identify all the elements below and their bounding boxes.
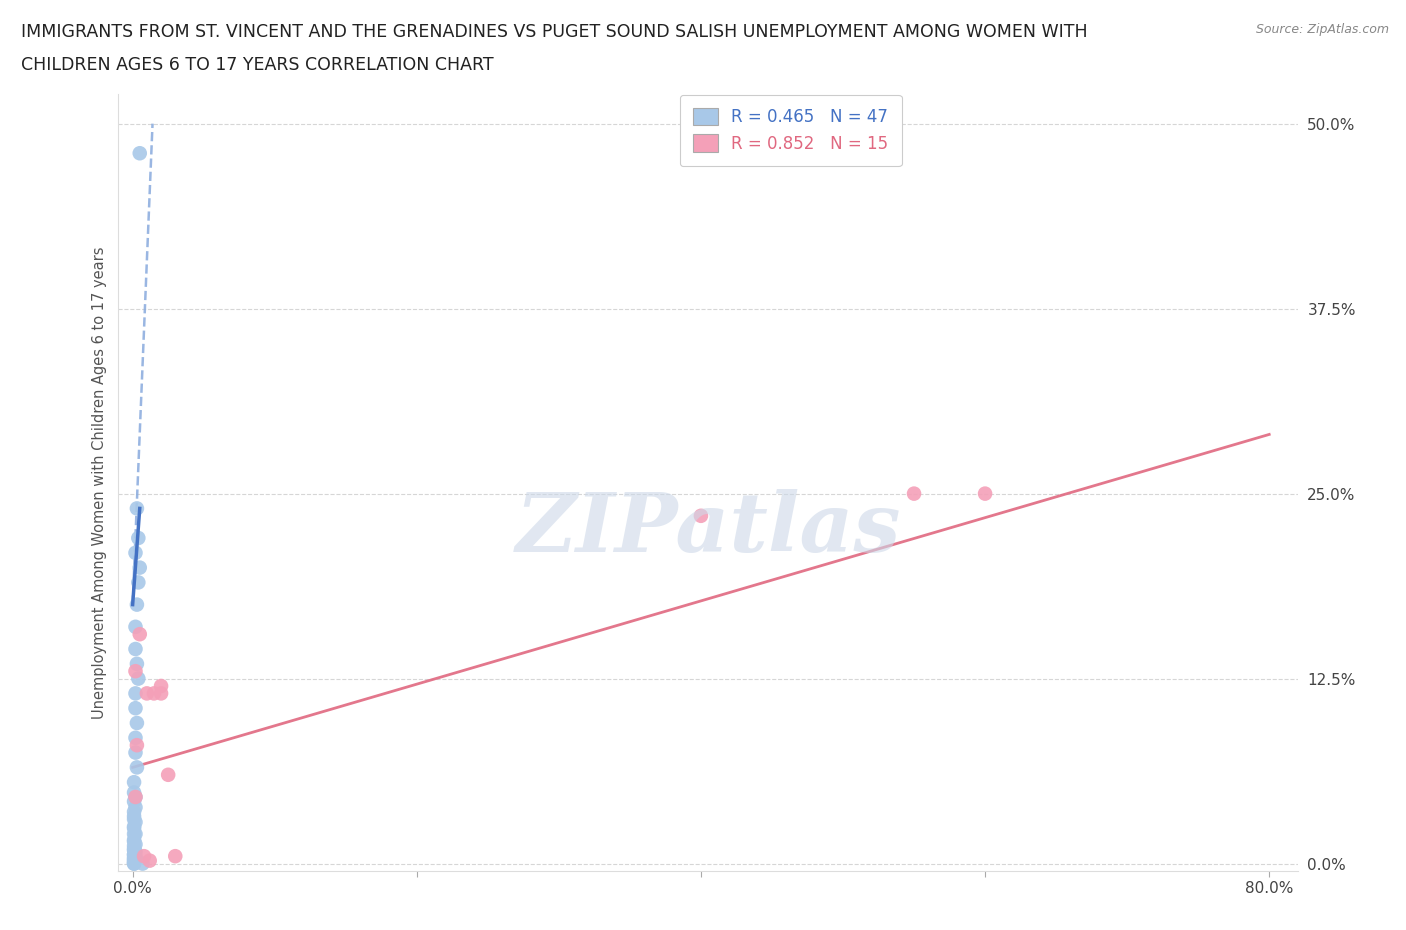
Point — [122, 785, 145, 800]
Text: IMMIGRANTS FROM ST. VINCENT AND THE GRENADINES VS PUGET SOUND SALISH UNEMPLOYMEN: IMMIGRANTS FROM ST. VINCENT AND THE GREN… — [21, 23, 1088, 41]
Point — [127, 575, 149, 590]
Point — [122, 804, 145, 819]
Point — [122, 847, 145, 862]
Point — [157, 767, 180, 782]
Point — [124, 837, 146, 852]
Text: Source: ZipAtlas.com: Source: ZipAtlas.com — [1256, 23, 1389, 36]
Point — [125, 737, 148, 752]
Point — [127, 671, 149, 686]
Point — [122, 809, 145, 824]
Point — [124, 701, 146, 716]
Legend: R = 0.465   N = 47, R = 0.852   N = 15: R = 0.465 N = 47, R = 0.852 N = 15 — [679, 95, 901, 166]
Text: CHILDREN AGES 6 TO 17 YEARS CORRELATION CHART: CHILDREN AGES 6 TO 17 YEARS CORRELATION … — [21, 56, 494, 73]
Point — [124, 730, 146, 745]
Point — [122, 820, 145, 835]
Point — [122, 853, 145, 868]
Point — [903, 486, 925, 501]
Point — [974, 486, 997, 501]
Point — [131, 857, 153, 871]
Point — [125, 597, 148, 612]
Point — [128, 627, 150, 642]
Point — [122, 842, 145, 857]
Point — [132, 849, 155, 864]
Point — [125, 715, 148, 730]
Point — [143, 686, 166, 701]
Point — [128, 560, 150, 575]
Point — [124, 849, 146, 864]
Point — [124, 815, 146, 830]
Point — [127, 531, 149, 546]
Point — [122, 812, 145, 827]
Point — [124, 664, 146, 679]
Point — [124, 619, 146, 634]
Point — [122, 843, 145, 857]
Point — [122, 794, 145, 809]
Point — [122, 857, 145, 871]
Point — [122, 855, 145, 870]
Point — [135, 686, 157, 701]
Point — [165, 849, 187, 864]
Point — [124, 686, 146, 701]
Point — [122, 827, 145, 842]
Point — [124, 642, 146, 657]
Point — [122, 850, 145, 865]
Point — [122, 832, 145, 847]
Point — [125, 657, 148, 671]
Point — [124, 800, 146, 815]
Point — [122, 834, 145, 849]
Point — [150, 679, 173, 694]
Point — [122, 852, 145, 867]
Text: ZIPatlas: ZIPatlas — [515, 489, 901, 569]
Point — [124, 827, 146, 842]
Point — [124, 844, 146, 859]
Point — [122, 847, 145, 862]
Point — [122, 819, 145, 834]
Point — [125, 501, 148, 516]
Point — [124, 745, 146, 760]
Y-axis label: Unemployment Among Women with Children Ages 6 to 17 years: Unemployment Among Women with Children A… — [93, 246, 107, 719]
Point — [124, 790, 146, 804]
Point — [122, 775, 145, 790]
Point — [125, 760, 148, 775]
Point — [138, 853, 160, 868]
Point — [124, 790, 146, 804]
Point — [150, 686, 173, 701]
Point — [690, 509, 713, 524]
Point — [124, 545, 146, 560]
Point — [128, 146, 150, 161]
Point — [122, 838, 145, 853]
Point — [122, 857, 145, 871]
